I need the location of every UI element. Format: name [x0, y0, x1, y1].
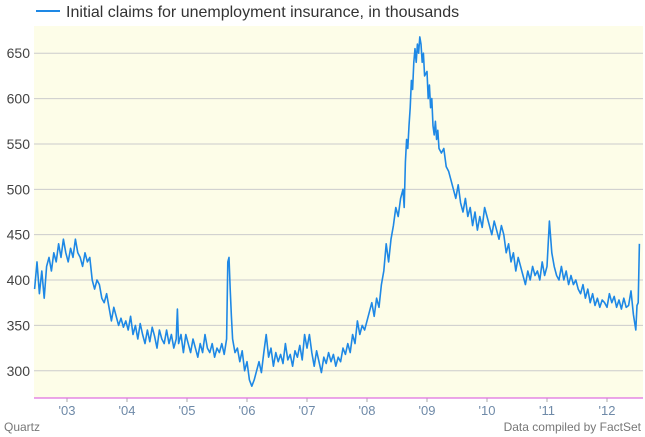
- x-tick-label: '07: [299, 403, 316, 418]
- y-tick-label: 600: [7, 91, 31, 107]
- series-group: [33, 36, 641, 387]
- x-tick-label: '10: [479, 403, 496, 418]
- source-left: Quartz: [4, 420, 40, 434]
- x-tick-label: '04: [119, 403, 136, 418]
- y-tick-label: 550: [7, 136, 31, 152]
- y-axis-ticks: 300 350 400 450 500 550 600 650: [7, 45, 31, 379]
- x-tick-label: '11: [539, 403, 555, 418]
- y-tick-label: 650: [7, 45, 31, 61]
- y-tick-label: 450: [7, 227, 31, 243]
- x-tick-label: '06: [239, 403, 256, 418]
- y-tick-label: 400: [7, 272, 31, 288]
- x-tick-label: '05: [179, 403, 196, 418]
- plot-background: [34, 26, 643, 398]
- y-tick-label: 300: [7, 363, 31, 379]
- y-tick-label: 500: [7, 181, 31, 197]
- x-tick-label: '08: [359, 403, 376, 418]
- y-tick-label: 350: [7, 317, 31, 333]
- x-tick-label: '03: [59, 403, 76, 418]
- source-right: Data compiled by FactSet: [504, 420, 642, 434]
- legend: Initial claims for unemployment insuranc…: [36, 4, 459, 21]
- x-tick-label: '12: [599, 403, 616, 418]
- x-tick-label: '09: [419, 403, 436, 418]
- legend-label: Initial claims for unemployment insuranc…: [66, 4, 459, 21]
- x-axis-ticks: '03 '04 '05 '06 '07 '08 '09 '10 '11 '12: [59, 398, 616, 418]
- series-line-initial-claims: [33, 36, 641, 387]
